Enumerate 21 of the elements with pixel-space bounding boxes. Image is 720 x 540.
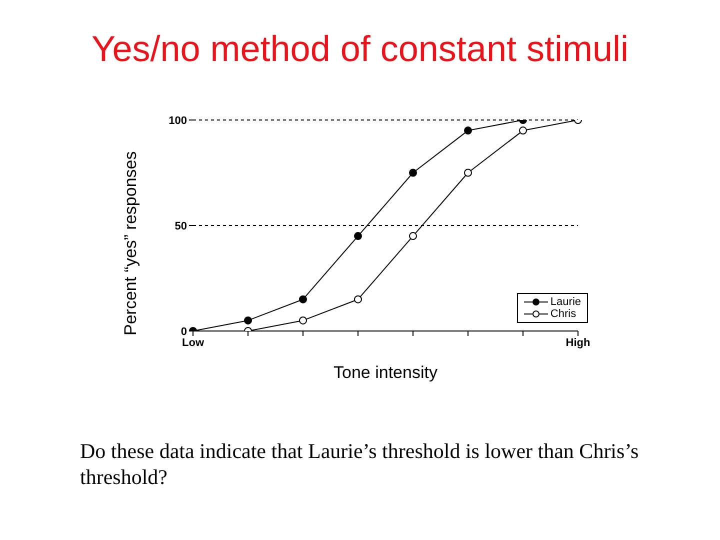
point (519, 126, 527, 135)
x-tick-label: Low (182, 336, 204, 349)
point (409, 168, 417, 177)
point (299, 316, 307, 324)
point (354, 232, 362, 240)
text: Do these data indicate that Laurie’s threshold is lower than Chris’s threshold? (80, 438, 640, 490)
y-axis-title: Percent “yes” responses (121, 151, 140, 336)
y-tick-label: 100 (168, 114, 187, 127)
point (464, 168, 472, 177)
point (354, 295, 362, 304)
point (299, 295, 307, 304)
point (464, 126, 472, 135)
chart-title: Yes/no method of constant stimuli (90, 27, 630, 71)
y-tick-label: 0 (180, 326, 187, 338)
y-tick-label: 50 (174, 220, 187, 232)
x-tick-label: High (566, 336, 590, 349)
x-axis-title: Tone intensity (334, 363, 438, 382)
point (409, 232, 417, 240)
legend-label: Laurie (550, 296, 581, 308)
point (244, 316, 252, 324)
legend-label: Chris (550, 308, 576, 320)
